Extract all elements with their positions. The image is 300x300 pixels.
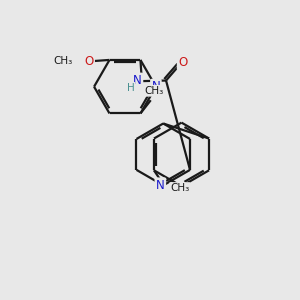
Text: H: H (127, 82, 135, 93)
Text: CH₃: CH₃ (170, 183, 189, 193)
Text: O: O (84, 55, 94, 68)
Text: N: N (133, 74, 142, 87)
Text: N: N (152, 80, 160, 93)
Text: CH₃: CH₃ (53, 56, 73, 66)
Text: O: O (178, 56, 188, 69)
Text: CH₃: CH₃ (144, 86, 163, 96)
Text: N: N (156, 179, 165, 192)
